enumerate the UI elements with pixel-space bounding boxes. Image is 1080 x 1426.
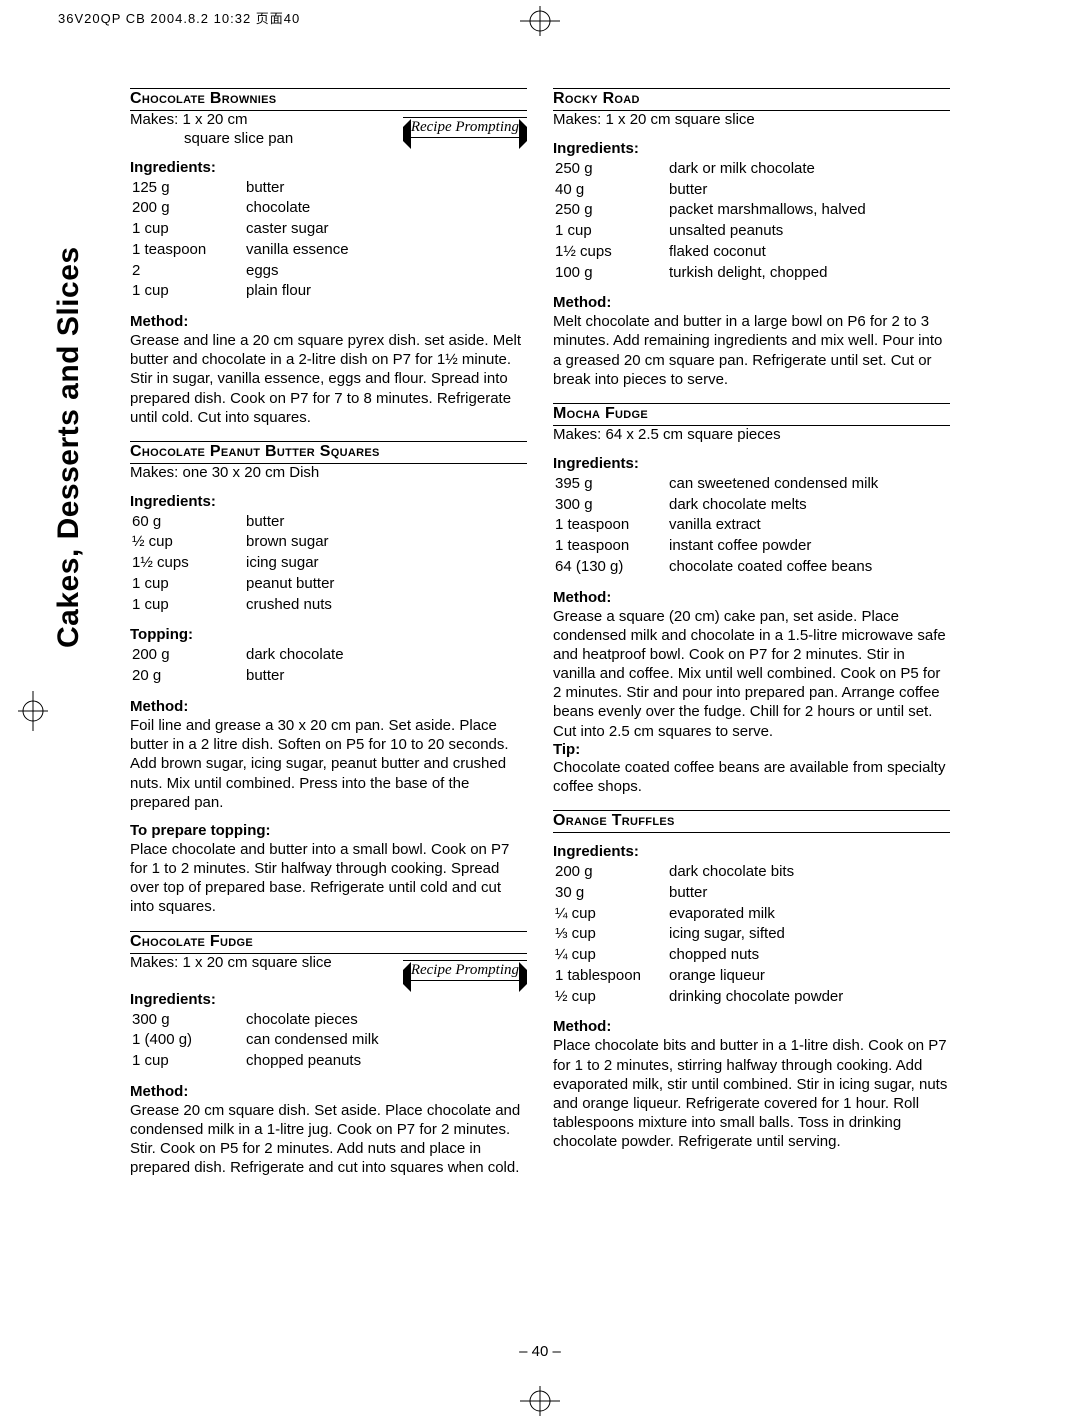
crop-mark-top	[520, 6, 560, 40]
ingredients-table: 125 gbutter 200 gchocolate 1 cupcaster s…	[130, 177, 527, 304]
recipe-chocolate-fudge: Chocolate Fudge Makes: 1 x 20 cm square …	[130, 931, 527, 1178]
ingredients-label: Ingredients:	[553, 140, 950, 157]
recipe-title: Chocolate Fudge	[130, 931, 527, 954]
left-column: Chocolate Brownies Makes: 1 x 20 cm squa…	[130, 88, 527, 1306]
method-label: Method:	[553, 294, 950, 311]
ingredient-row: 2eggs	[132, 262, 525, 281]
topping-table: 200 gdark chocolate 20 gbutter	[130, 644, 527, 688]
ingredient-row: 1 cupchopped peanuts	[132, 1052, 525, 1071]
method-text: Grease 20 cm square dish. Set aside. Pla…	[130, 1101, 527, 1178]
columns: Chocolate Brownies Makes: 1 x 20 cm squa…	[130, 88, 950, 1306]
ingredient-row: ½ cupdrinking chocolate powder	[555, 988, 948, 1007]
ingredient-row: 1 cupunsalted peanuts	[555, 222, 948, 241]
recipe-peanut-butter-squares: Chocolate Peanut Butter Squares Makes: o…	[130, 441, 527, 917]
topping-label: Topping:	[130, 626, 527, 643]
page-number: – 40 –	[519, 1343, 561, 1360]
ingredient-row: 1 cupcrushed nuts	[132, 596, 525, 615]
ingredient-row: ⅓ cupicing sugar, sifted	[555, 925, 948, 944]
ingredient-row: 1 teaspoonvanilla essence	[132, 241, 525, 260]
ingredient-row: 1½ cupsflaked coconut	[555, 243, 948, 262]
recipe-prompting-badge: Recipe Prompting	[403, 117, 527, 138]
ingredient-row: 300 gdark chocolate melts	[555, 496, 948, 515]
ingredients-label: Ingredients:	[130, 159, 527, 176]
ingredient-row: 60 gbutter	[132, 513, 525, 532]
ingredients-label: Ingredients:	[553, 455, 950, 472]
ingredient-row: 30 gbutter	[555, 884, 948, 903]
method-text: Foil line and grease a 30 x 20 cm pan. S…	[130, 716, 527, 812]
recipe-orange-truffles: Orange Truffles Ingredients: 200 gdark c…	[553, 810, 950, 1151]
ingredient-row: 200 gchocolate	[132, 199, 525, 218]
recipe-makes: Makes: 1 x 20 cm square slice	[553, 111, 950, 130]
method-text: Grease a square (20 cm) cake pan, set as…	[553, 607, 950, 741]
tip-text: Chocolate coated coffee beans are availa…	[553, 758, 950, 796]
ingredients-table: 395 gcan sweetened condensed milk 300 gd…	[553, 473, 950, 579]
ingredient-row: 1 teaspooninstant coffee powder	[555, 537, 948, 556]
tip-label: Tip:	[553, 741, 580, 758]
ingredient-row: 395 gcan sweetened condensed milk	[555, 475, 948, 494]
ingredient-row: ¼ cupevaporated milk	[555, 905, 948, 924]
recipe-makes: Makes: one 30 x 20 cm Dish	[130, 464, 527, 483]
ingredients-table: 250 gdark or milk chocolate 40 gbutter 2…	[553, 158, 950, 285]
prep-topping-label: To prepare topping:	[130, 822, 527, 839]
recipe-title: Orange Truffles	[553, 810, 950, 833]
ingredient-row: 1 (400 g)can condensed milk	[132, 1031, 525, 1050]
ingredient-row: 125 gbutter	[132, 179, 525, 198]
right-column: Rocky Road Makes: 1 x 20 cm square slice…	[553, 88, 950, 1306]
ingredient-row: 20 gbutter	[132, 667, 525, 686]
ingredient-row: 1 teaspoonvanilla extract	[555, 516, 948, 535]
page-content: Cakes, Desserts and Slices Chocolate Bro…	[130, 88, 950, 1306]
method-label: Method:	[130, 698, 527, 715]
crop-mark-bottom	[520, 1386, 560, 1420]
recipe-makes: Makes: 1 x 20 cm square slice pan	[130, 111, 293, 149]
ingredient-row: 64 (130 g)chocolate coated coffee beans	[555, 558, 948, 577]
method-label: Method:	[130, 1083, 527, 1100]
recipe-makes: Makes: 64 x 2.5 cm square pieces	[553, 426, 950, 445]
print-header: 36V20QP CB 2004.8.2 10:32 页面40	[58, 8, 300, 27]
recipe-title: Mocha Fudge	[553, 403, 950, 426]
recipe-rocky-road: Rocky Road Makes: 1 x 20 cm square slice…	[553, 88, 950, 389]
recipe-mocha-fudge: Mocha Fudge Makes: 64 x 2.5 cm square pi…	[553, 403, 950, 796]
ingredients-table: 200 gdark chocolate bits 30 gbutter ¼ cu…	[553, 861, 950, 1008]
ingredient-row: 300 gchocolate pieces	[132, 1011, 525, 1030]
method-text: Melt chocolate and butter in a large bow…	[553, 312, 950, 389]
recipe-title: Chocolate Brownies	[130, 88, 527, 111]
recipe-title: Rocky Road	[553, 88, 950, 111]
recipe-chocolate-brownies: Chocolate Brownies Makes: 1 x 20 cm squa…	[130, 88, 527, 427]
ingredient-row: 1 cupcaster sugar	[132, 220, 525, 239]
ingredient-row: ¼ cupchopped nuts	[555, 946, 948, 965]
ingredient-row: ½ cupbrown sugar	[132, 533, 525, 552]
crop-mark-left	[18, 691, 48, 735]
section-side-title: Cakes, Desserts and Slices	[52, 246, 86, 648]
method-label: Method:	[553, 589, 950, 606]
method-label: Method:	[553, 1018, 950, 1035]
ingredients-label: Ingredients:	[130, 991, 527, 1008]
ingredient-row: 100 gturkish delight, chopped	[555, 264, 948, 283]
ingredients-table: 300 gchocolate pieces 1 (400 g)can conde…	[130, 1009, 527, 1073]
ingredients-table: 60 gbutter ½ cupbrown sugar 1½ cupsicing…	[130, 511, 527, 617]
ingredient-row: 200 gdark chocolate	[132, 646, 525, 665]
ingredient-row: 1 cuppeanut butter	[132, 575, 525, 594]
ingredient-row: 200 gdark chocolate bits	[555, 863, 948, 882]
ingredient-row: 250 gdark or milk chocolate	[555, 160, 948, 179]
method-text: Place chocolate bits and butter in a 1-l…	[553, 1036, 950, 1151]
ingredient-row: 1 tablespoonorange liqueur	[555, 967, 948, 986]
method-text: Grease and line a 20 cm square pyrex dis…	[130, 331, 527, 427]
prep-topping-text: Place chocolate and butter into a small …	[130, 840, 527, 917]
ingredient-row: 1 cupplain flour	[132, 282, 525, 301]
ingredients-label: Ingredients:	[130, 493, 527, 510]
recipe-title: Chocolate Peanut Butter Squares	[130, 441, 527, 464]
recipe-makes: Makes: 1 x 20 cm square slice	[130, 954, 332, 973]
ingredients-label: Ingredients:	[553, 843, 950, 860]
ingredient-row: 1½ cupsicing sugar	[132, 554, 525, 573]
method-label: Method:	[130, 313, 527, 330]
ingredient-row: 40 gbutter	[555, 181, 948, 200]
ingredient-row: 250 gpacket marshmallows, halved	[555, 201, 948, 220]
recipe-prompting-badge: Recipe Prompting	[403, 960, 527, 981]
